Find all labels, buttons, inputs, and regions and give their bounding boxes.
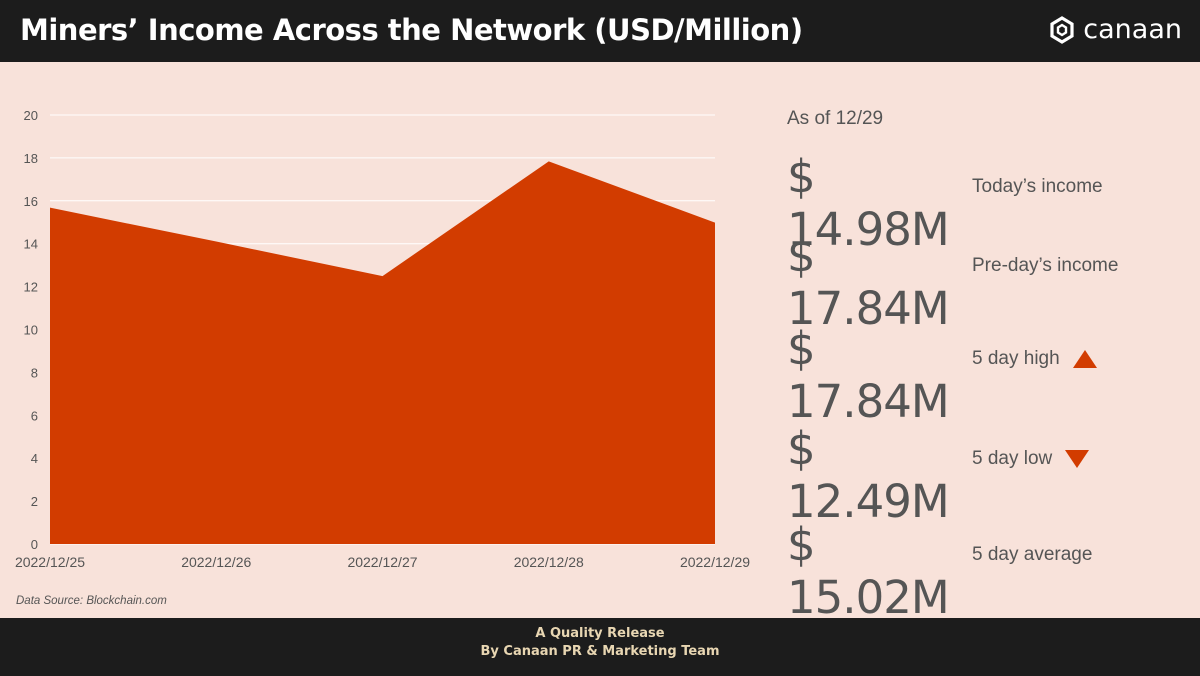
- y-tick-label: 6: [31, 408, 38, 423]
- y-tick-label: 16: [24, 194, 38, 209]
- income-area-series: [50, 161, 715, 544]
- stat-value: $ 15.02M: [787, 518, 950, 624]
- area-chart: 0 2 4 6 8 10 12 14 16 18 20 2022/12/25 2022/12/26 20…: [15, 108, 750, 570]
- y-tick-label: 14: [24, 237, 38, 252]
- stat-value: $ 17.84M: [787, 229, 950, 335]
- page-title: Miners’ Income Across the Network (USD/M…: [20, 13, 803, 47]
- stat-5-day-high: $ 17.84M 5 day high: [787, 322, 1098, 428]
- triangle-up-icon: [1072, 350, 1097, 368]
- stat-label: Today’s income: [972, 176, 1103, 197]
- y-tick-label: 8: [31, 365, 38, 380]
- header-bar: Miners’ Income Across the Network (USD/M…: [0, 0, 1200, 62]
- brand-name: canaan: [1083, 14, 1182, 45]
- stat-label: Pre-day’s income: [972, 255, 1119, 276]
- x-tick-label: 2022/12/28: [514, 554, 584, 570]
- y-tick-label: 10: [24, 323, 38, 338]
- y-tick-label: 20: [24, 108, 38, 123]
- x-tick-label: 2022/12/25: [15, 554, 85, 570]
- y-tick-label: 18: [24, 151, 38, 166]
- data-source: Data Source: Blockchain.com: [16, 595, 167, 607]
- stat-5-day-average: $ 15.02M 5 day average: [787, 518, 1092, 624]
- y-tick-label: 12: [24, 280, 38, 295]
- stat-5-day-low: $ 12.49M 5 day low: [787, 422, 1090, 528]
- x-tick-label: 2022/12/27: [347, 554, 417, 570]
- x-tick-label: 2022/12/26: [181, 554, 251, 570]
- y-tick-label: 2: [31, 494, 38, 509]
- stat-label: 5 day high: [972, 348, 1098, 370]
- stat-pre-day: $ 17.84M Pre-day’s income: [787, 229, 1118, 335]
- footer-line-1: A Quality Release: [535, 626, 665, 641]
- brand-logo: canaan: [1049, 14, 1182, 45]
- stat-value: $ 17.84M: [787, 322, 950, 428]
- stat-value: $ 12.49M: [787, 422, 950, 528]
- triangle-down-icon: [1065, 450, 1090, 468]
- y-tick-label: 4: [31, 451, 38, 466]
- canaan-logo-icon: [1050, 15, 1074, 44]
- stat-today: $ 14.98M Today’s income: [787, 150, 1103, 256]
- as-of-date: As of 12/29: [787, 108, 884, 129]
- stat-label: 5 day average: [972, 544, 1093, 565]
- footer-bar: A Quality Release By Canaan PR & Marketi…: [0, 618, 1200, 676]
- y-tick-label: 0: [31, 537, 38, 552]
- stat-label: 5 day low: [972, 448, 1090, 470]
- x-tick-label: 2022/12/29: [680, 554, 750, 570]
- stat-value: $ 14.98M: [787, 150, 950, 256]
- footer-line-2: By Canaan PR & Marketing Team: [480, 644, 720, 659]
